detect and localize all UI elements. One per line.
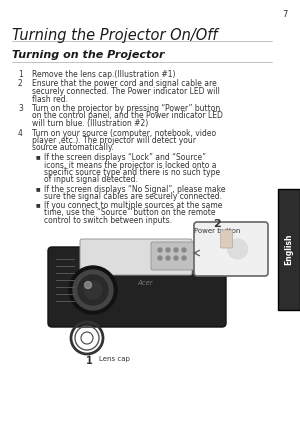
FancyBboxPatch shape [48,247,226,327]
FancyBboxPatch shape [278,189,300,310]
Text: will turn blue. (Illustration #2): will turn blue. (Illustration #2) [32,119,148,128]
Text: 1: 1 [85,356,92,366]
Text: If you connect to multiple sources at the same: If you connect to multiple sources at th… [44,201,222,210]
Text: 4: 4 [18,129,23,138]
Circle shape [166,248,170,252]
Text: on the control panel, and the Power indicator LED: on the control panel, and the Power indi… [32,111,223,120]
Circle shape [85,282,92,289]
Text: Ensure that the power cord and signal cable are: Ensure that the power cord and signal ca… [32,80,217,89]
Text: 3: 3 [18,104,23,113]
FancyBboxPatch shape [220,230,232,248]
Text: If the screen displays “No Signal”, please make: If the screen displays “No Signal”, plea… [44,184,226,194]
Circle shape [69,266,117,314]
Text: 2: 2 [214,219,221,229]
Text: time, use the “Source” button on the remote: time, use the “Source” button on the rem… [44,209,215,218]
Text: Remove the lens cap.(Illustration #1): Remove the lens cap.(Illustration #1) [32,70,176,79]
Circle shape [78,275,108,305]
Text: of input signal detected.: of input signal detected. [44,175,138,184]
Circle shape [182,248,186,252]
Text: flash red.: flash red. [32,95,68,104]
Text: Acer: Acer [137,280,153,286]
Text: sure the signal cables are securely connected.: sure the signal cables are securely conn… [44,192,222,201]
Text: 7: 7 [283,10,288,19]
Text: Power button: Power button [194,228,241,234]
Text: Turning on the Projector: Turning on the Projector [12,50,164,60]
Text: source automatically.: source automatically. [32,144,114,153]
Text: icons, it means the projector is locked onto a: icons, it means the projector is locked … [44,160,217,169]
Circle shape [166,256,170,260]
Circle shape [73,270,113,310]
Text: 2: 2 [18,80,23,89]
Circle shape [228,239,247,259]
FancyBboxPatch shape [80,239,192,275]
Circle shape [84,281,102,299]
Text: ■: ■ [36,203,40,208]
Text: securely connected. The Power indicator LED will: securely connected. The Power indicator … [32,87,220,96]
Circle shape [174,248,178,252]
Text: player ,etc.). The projector will detect your: player ,etc.). The projector will detect… [32,136,196,145]
Text: ■: ■ [36,154,40,160]
Text: Lens cap: Lens cap [99,356,130,362]
Text: Turn on your source (computer, notebook, video: Turn on your source (computer, notebook,… [32,129,216,138]
Circle shape [158,256,162,260]
Circle shape [182,256,186,260]
Text: English: English [284,233,293,265]
Text: control to switch between inputs.: control to switch between inputs. [44,216,172,225]
Text: Turn on the projector by pressing “Power” button: Turn on the projector by pressing “Power… [32,104,220,113]
Text: specific source type and there is no such type: specific source type and there is no suc… [44,168,220,177]
Text: Turning the Projector On/Off: Turning the Projector On/Off [12,28,217,43]
Text: 1: 1 [18,70,23,79]
Circle shape [174,256,178,260]
Text: If the screen displays “Lock” and “Source”: If the screen displays “Lock” and “Sourc… [44,153,206,162]
Circle shape [158,248,162,252]
FancyBboxPatch shape [151,242,205,270]
FancyBboxPatch shape [194,222,268,276]
Text: ■: ■ [36,186,40,191]
